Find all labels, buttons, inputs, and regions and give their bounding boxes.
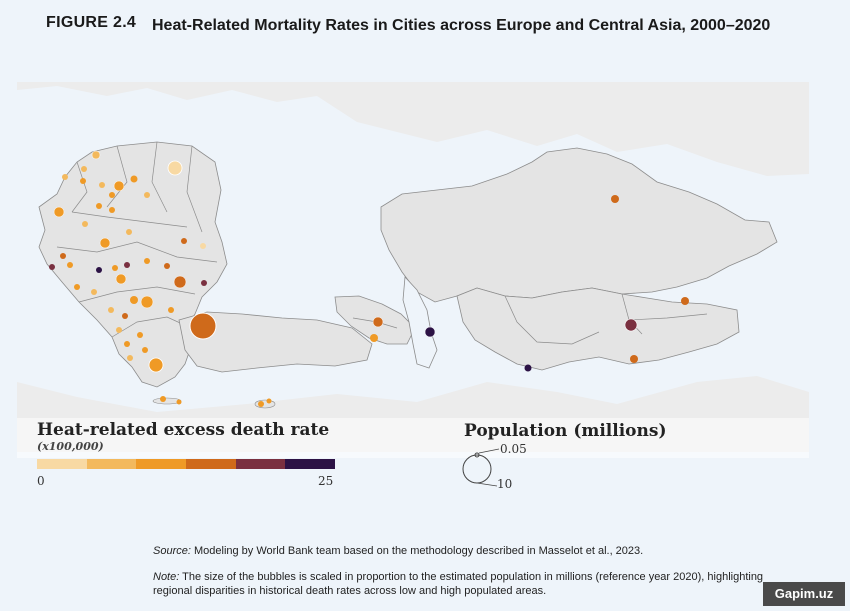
- city-bubble: [173, 275, 187, 289]
- city-bubble: [49, 264, 55, 270]
- city-bubble: [109, 192, 115, 198]
- legend-size-title: Population (millions): [464, 421, 667, 441]
- scale-swatch-0: [37, 459, 87, 469]
- city-bubble: [96, 267, 102, 273]
- city-bubble: [91, 150, 101, 160]
- legend-band: [17, 418, 809, 458]
- city-bubble: [630, 355, 638, 363]
- scale-swatch-2: [136, 459, 187, 469]
- background-land-north: [17, 82, 809, 176]
- note-text: Note: The size of the bubbles is scaled …: [153, 570, 803, 598]
- scale-swatch-5: [285, 459, 336, 469]
- figure-title: Heat-Related Mortality Rates in Cities a…: [152, 17, 771, 34]
- city-bubble: [611, 195, 619, 203]
- europe-borders: [56, 141, 218, 338]
- city-bubble: [124, 262, 130, 268]
- city-bubble: [370, 334, 378, 342]
- city-bubble: [144, 192, 150, 198]
- size-legend-small-circle: [474, 452, 480, 458]
- watermark: Gapim.uz: [763, 582, 845, 606]
- note-body: The size of the bubbles is scaled in pro…: [153, 571, 764, 597]
- scale-min-label: 0: [37, 474, 45, 488]
- size-large-label: 10: [497, 477, 513, 491]
- city-bubble: [109, 207, 115, 213]
- source-text: Modeling by World Bank team based on the…: [190, 545, 644, 557]
- city-bubble: [200, 243, 206, 249]
- city-bubble: [99, 182, 105, 188]
- city-bubble: [113, 180, 125, 192]
- city-bubble: [142, 347, 148, 353]
- city-bubble: [115, 273, 127, 285]
- city-bubble: [108, 307, 114, 313]
- city-bubble: [372, 316, 384, 328]
- color-scale: [37, 459, 336, 469]
- source-label: Source:: [153, 545, 191, 557]
- city-bubble: [116, 327, 122, 333]
- city-bubble: [160, 396, 166, 402]
- city-bubble: [148, 357, 164, 373]
- city-bubble: [53, 206, 65, 218]
- city-bubble: [127, 355, 133, 361]
- scale-swatch-4: [235, 459, 286, 469]
- city-bubble: [176, 399, 182, 405]
- city-bubble-istanbul: [189, 312, 217, 340]
- scale-max-label: 25: [318, 474, 334, 488]
- city-bubble: [122, 313, 128, 319]
- city-bubble: [112, 265, 118, 271]
- city-bubble: [82, 221, 88, 227]
- map: [17, 82, 809, 452]
- scale-swatch-3: [186, 459, 236, 469]
- city-bubble: [624, 318, 638, 332]
- city-bubble: [681, 297, 689, 305]
- city-bubble: [140, 295, 154, 309]
- city-bubble: [168, 307, 174, 313]
- size-legend-large-circle: [462, 454, 492, 484]
- city-bubble: [144, 258, 150, 264]
- scale-swatch-1: [86, 459, 137, 469]
- size-leader-large: [476, 482, 498, 487]
- source-note: Source: Modeling by World Bank team base…: [153, 544, 803, 558]
- city-bubble: [67, 262, 73, 268]
- city-bubble: [524, 364, 532, 372]
- city-bubble: [266, 398, 272, 404]
- note-label: Note:: [153, 571, 180, 583]
- turkiye: [178, 311, 373, 373]
- central-asia-south: [456, 287, 740, 371]
- figure-number: FIGURE 2.4: [46, 14, 137, 31]
- city-bubble: [424, 326, 436, 338]
- city-bubble: [80, 178, 86, 184]
- city-bubble: [164, 263, 170, 269]
- legend-color-title: Heat-related excess death rate: [37, 420, 330, 440]
- kazakhstan: [380, 147, 778, 303]
- caspian-sea: [402, 276, 438, 369]
- city-bubble: [137, 332, 143, 338]
- city-bubble: [81, 166, 87, 172]
- city-bubble: [126, 229, 132, 235]
- city-bubble: [201, 280, 207, 286]
- size-legend-circles: [462, 448, 500, 487]
- city-bubble: [99, 237, 111, 249]
- city-bubble: [74, 284, 80, 290]
- city-bubble: [167, 160, 183, 176]
- size-leader-small: [478, 448, 500, 454]
- city-bubble: [96, 203, 102, 209]
- map-canvas: [17, 82, 809, 452]
- city-bubble: [181, 238, 187, 244]
- city-bubbles: [49, 150, 689, 407]
- city-bubble: [130, 175, 138, 183]
- city-bubble: [91, 289, 97, 295]
- city-bubble: [124, 341, 130, 347]
- city-bubble: [130, 296, 138, 304]
- city-bubble: [258, 401, 264, 407]
- size-small-label: 0.05: [500, 442, 527, 456]
- city-bubble: [60, 253, 66, 259]
- city-bubble: [62, 174, 68, 180]
- legend-color-subtitle: (x100,000): [37, 440, 104, 453]
